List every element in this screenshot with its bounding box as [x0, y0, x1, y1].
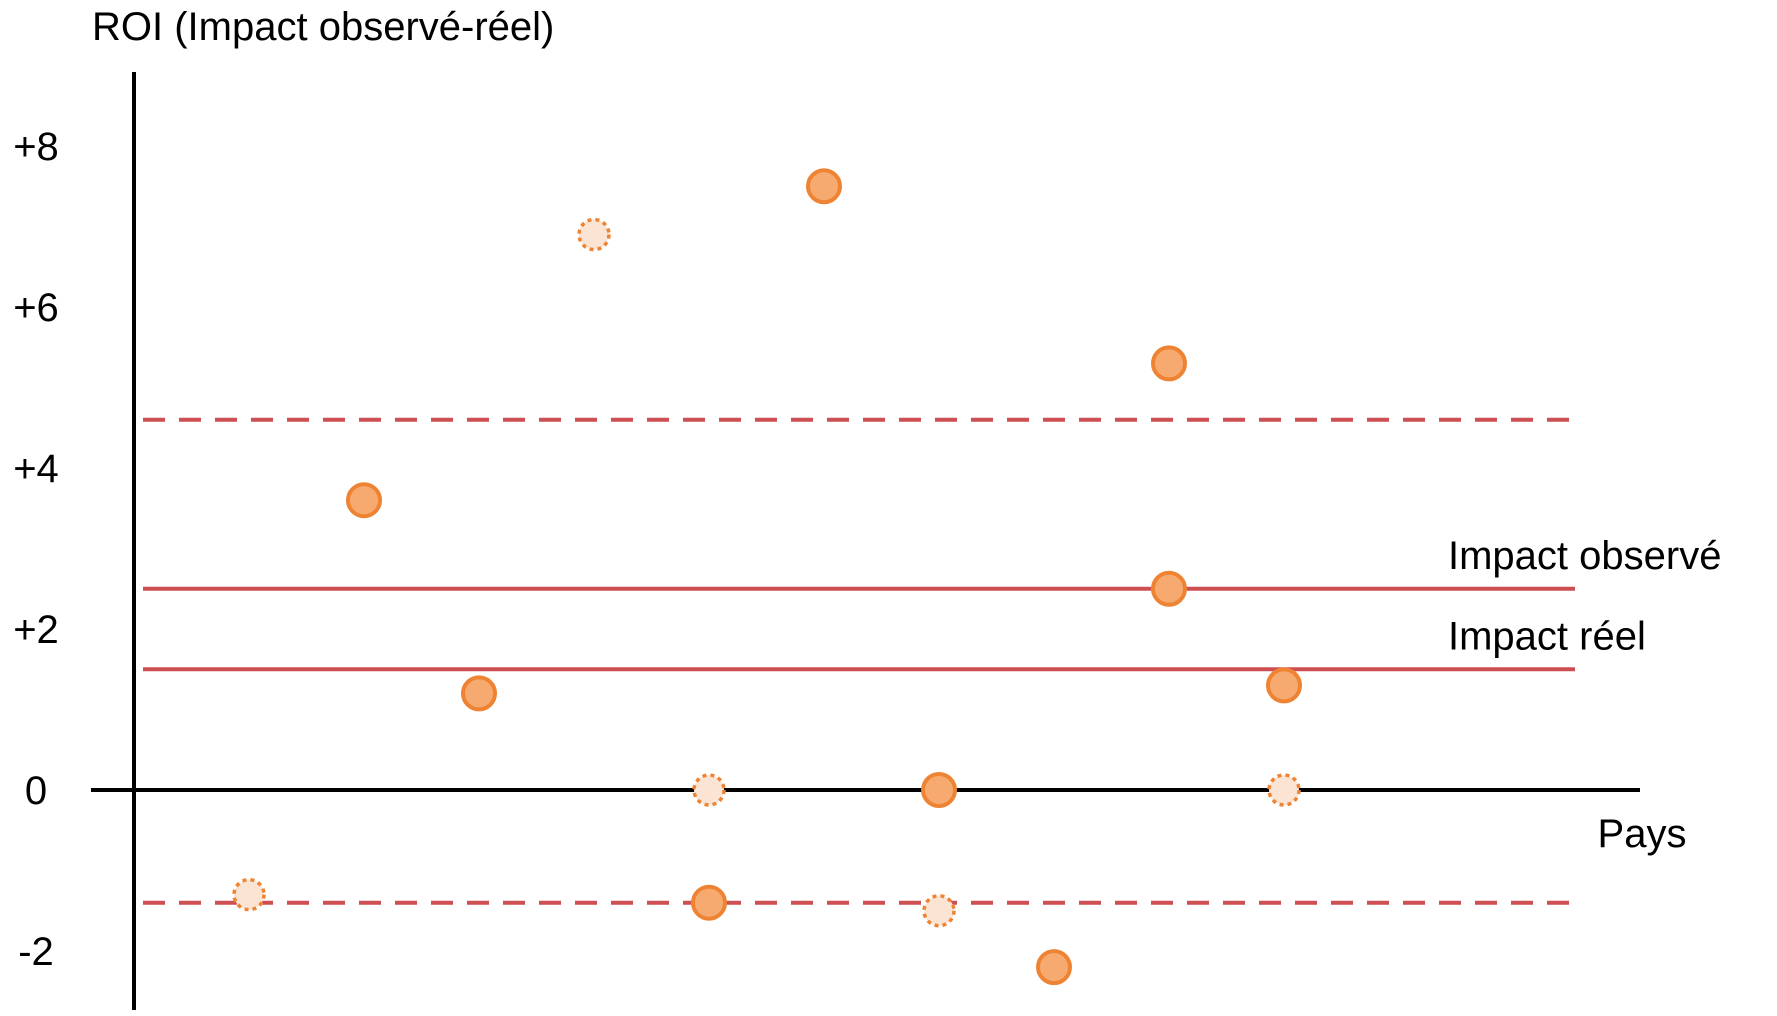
reference-line-labels: Impact observé Impact réel [1448, 534, 1721, 659]
dotted-data-point [922, 894, 956, 928]
y-tick-label: +2 [13, 608, 59, 652]
dotted-data-point [232, 877, 266, 912]
y-tick-label: -2 [18, 930, 54, 974]
x-axis-title: Pays [1598, 812, 1687, 856]
data-point [1036, 949, 1072, 986]
data-point [461, 675, 497, 712]
y-tick-label: +6 [13, 286, 59, 330]
y-tick-label: 0 [25, 769, 47, 813]
data-point [806, 168, 842, 205]
data-point [1151, 345, 1187, 382]
data-points [232, 168, 1302, 986]
data-point [1151, 570, 1187, 607]
reference-lines [143, 417, 1575, 905]
dotted-data-point [692, 773, 726, 807]
data-point [346, 482, 382, 519]
y-axis-title: ROI (Impact observé-réel) [92, 5, 554, 49]
reference-line-label: Impact réel [1448, 614, 1646, 658]
y-tick-label: +4 [13, 447, 59, 491]
data-point [691, 884, 727, 921]
dotted-data-point [577, 217, 611, 252]
y-tick-label: +8 [13, 125, 59, 169]
dotted-data-point [1267, 773, 1301, 807]
data-point [921, 772, 957, 808]
reference-line-label: Impact observé [1448, 534, 1721, 578]
y-tick-labels: +8 +6 +4 +2 0 -2 [13, 125, 59, 974]
data-point [1266, 667, 1302, 704]
